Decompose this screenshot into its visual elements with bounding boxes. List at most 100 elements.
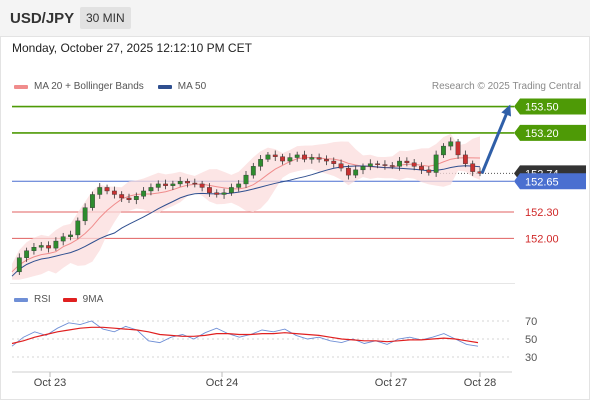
- candle: [367, 159, 373, 171]
- candle: [75, 217, 81, 239]
- candle-body: [228, 187, 234, 193]
- candle-body: [404, 160, 410, 164]
- x-tick-label: Oct 23: [34, 377, 66, 389]
- candle: [46, 241, 51, 253]
- candle: [141, 187, 147, 200]
- candle-body: [470, 163, 476, 172]
- candle-body: [111, 190, 117, 195]
- candle-body: [82, 207, 88, 222]
- candle: [133, 192, 139, 205]
- candle: [228, 183, 234, 196]
- candle: [111, 186, 117, 199]
- header-bar: USD/JPY 30 MIN: [0, 0, 590, 37]
- candle-body: [272, 154, 278, 157]
- candle: [97, 183, 103, 199]
- candle-body: [338, 163, 344, 169]
- level-label-resistance: 153.50: [514, 98, 586, 115]
- candle: [185, 178, 190, 188]
- legend-swatch-ma20: [14, 84, 28, 89]
- legend-label-ma20: MA 20 + Bollinger Bands: [34, 81, 144, 92]
- candle-body: [309, 157, 315, 160]
- candle-body: [46, 245, 51, 249]
- timeframe-badge[interactable]: 30 MIN: [80, 7, 131, 29]
- candle-body: [104, 187, 110, 192]
- rsi-tick-label: 70: [525, 316, 537, 328]
- candle-body: [280, 156, 285, 162]
- candle: [38, 241, 44, 251]
- candle: [338, 159, 344, 172]
- candle: [207, 183, 212, 197]
- candle: [462, 150, 468, 168]
- candle-body: [207, 187, 212, 193]
- candle-body: [419, 166, 424, 171]
- forecast-arrow: [480, 109, 510, 174]
- candle: [389, 162, 395, 170]
- candle-body: [426, 169, 432, 173]
- candle-body: [331, 160, 337, 164]
- candle: [250, 162, 256, 179]
- candle: [324, 155, 329, 166]
- forecast-arrow-head: [501, 104, 512, 117]
- candle-body: [163, 183, 168, 186]
- candle-body: [345, 167, 351, 176]
- candle: [316, 153, 322, 163]
- candle: [470, 160, 476, 176]
- candle: [31, 242, 37, 255]
- candle: [397, 156, 402, 171]
- level-label-box: [514, 124, 586, 141]
- rsi-series-rsi: [11, 320, 479, 347]
- candle-body: [126, 197, 132, 200]
- candle: [441, 143, 446, 159]
- candle-body: [75, 220, 81, 236]
- level-label-text: 152.00: [525, 233, 559, 245]
- chart-datetime: Monday, October 27, 2025 12:12:10 PM CET: [12, 41, 252, 55]
- level-label-text: 153.20: [525, 128, 559, 140]
- legend-label-rsi: RSI: [34, 294, 51, 305]
- candle-body: [38, 245, 44, 248]
- legend-label-9ma: 9MA: [82, 294, 104, 305]
- ma50-line: [11, 165, 481, 277]
- x-tick-label: Oct 27: [375, 377, 407, 389]
- candle-body: [302, 154, 307, 160]
- candle-body: [353, 169, 359, 176]
- rsi-tick-label: 50: [525, 334, 537, 346]
- candle-body: [236, 183, 242, 188]
- candle: [119, 191, 125, 203]
- candle-body: [16, 257, 22, 273]
- candle-body: [265, 154, 271, 160]
- candle: [455, 139, 461, 159]
- candle-body: [375, 163, 381, 165]
- level-label-resistance: 153.20: [514, 124, 586, 141]
- legend-swatch-9ma: [62, 297, 77, 302]
- candle: [448, 137, 454, 151]
- candle: [104, 184, 110, 195]
- candle-body: [448, 141, 454, 147]
- candle: [280, 153, 285, 165]
- candle: [221, 188, 227, 199]
- candle-body: [24, 250, 30, 258]
- candle-body: [258, 159, 264, 167]
- candle: [16, 253, 22, 275]
- candle-body: [462, 154, 468, 164]
- candle-body: [214, 192, 220, 195]
- legend-swatch-rsi: [14, 297, 28, 302]
- candle: [272, 150, 278, 161]
- candle-body: [60, 236, 66, 242]
- candle: [309, 153, 315, 164]
- candle: [126, 193, 132, 204]
- candle-body: [441, 145, 446, 156]
- candle-body: [90, 194, 95, 208]
- candle: [155, 180, 161, 192]
- candle-body: [155, 183, 161, 188]
- legend-main: MA 20 + Bollinger Bands MA 50: [14, 81, 206, 92]
- symbol-title: USD/JPY: [10, 10, 75, 27]
- candle-body: [119, 194, 125, 199]
- candle-body: [185, 181, 190, 184]
- candle-body: [221, 192, 227, 195]
- candle: [68, 230, 73, 241]
- legend-rsi: RSI 9MA: [14, 294, 103, 305]
- rsi-series-9ma: [11, 326, 479, 345]
- candle-body: [287, 157, 293, 162]
- candle-body: [316, 157, 322, 160]
- candle: [360, 163, 366, 175]
